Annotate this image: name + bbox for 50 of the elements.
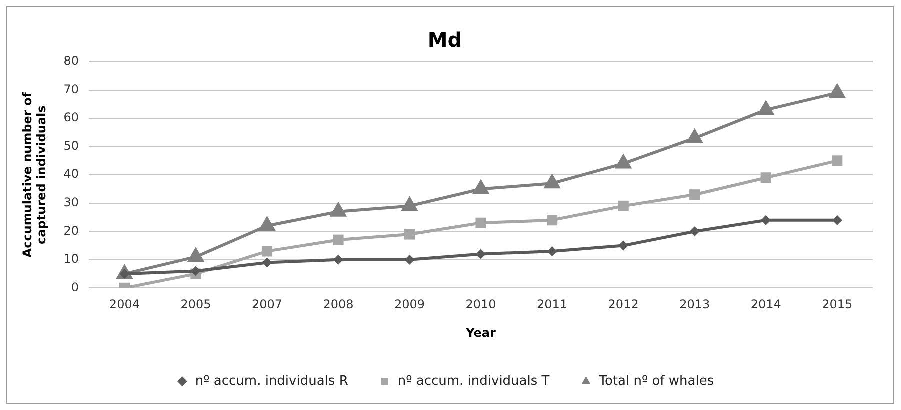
point xyxy=(333,234,344,246)
y-tick-label: 80 xyxy=(64,54,80,68)
point xyxy=(404,254,415,265)
x-tick-label: 2007 xyxy=(252,298,283,312)
legend-label: nº accum. individuals R xyxy=(195,374,348,389)
x-tick-label: 2015 xyxy=(822,298,853,312)
x-tick-label: 2010 xyxy=(466,298,496,312)
point xyxy=(686,128,704,144)
x-tick-label: 2008 xyxy=(323,298,354,312)
x-tick-label: 2013 xyxy=(680,298,710,312)
point xyxy=(190,266,201,276)
y-tick-label: 70 xyxy=(64,82,80,96)
point xyxy=(547,215,558,226)
chart-title: Md xyxy=(428,28,462,52)
point xyxy=(262,246,273,257)
y-tick-label: 30 xyxy=(64,196,80,210)
x-tick-label: 2011 xyxy=(537,298,568,312)
x-axis-title: Year xyxy=(465,326,496,340)
point xyxy=(690,226,700,237)
point xyxy=(690,190,700,200)
point xyxy=(832,215,842,226)
y-tick-label: 20 xyxy=(64,224,80,238)
point xyxy=(262,258,272,268)
y-tick-label: 40 xyxy=(64,167,80,182)
x-tick-label: 2005 xyxy=(180,298,212,312)
point xyxy=(761,215,772,226)
y-tick-label: 10 xyxy=(64,252,80,266)
point xyxy=(760,172,772,184)
point xyxy=(828,83,846,98)
y-tick-label: 0 xyxy=(71,280,80,294)
x-tick-label: 2004 xyxy=(109,298,140,312)
point xyxy=(832,156,843,166)
point xyxy=(618,240,629,251)
point xyxy=(404,229,416,240)
x-tick-label: 2012 xyxy=(608,298,639,312)
y-axis-title: Accumulative number of captured individuals xyxy=(20,92,49,258)
point xyxy=(476,249,486,260)
point xyxy=(547,246,558,256)
point xyxy=(544,174,561,189)
point xyxy=(614,154,632,169)
x-tick-label: 2009 xyxy=(394,298,426,312)
point xyxy=(334,254,344,265)
x-tick-label: 2014 xyxy=(750,298,782,312)
y-tick-label: 60 xyxy=(64,110,80,125)
point xyxy=(757,100,775,116)
legend-label: nº accum. individuals T xyxy=(398,374,550,389)
point xyxy=(476,218,486,228)
point xyxy=(618,200,629,212)
legend-label: Total nº of whales xyxy=(598,374,714,389)
y-tick-label: 50 xyxy=(64,138,80,153)
